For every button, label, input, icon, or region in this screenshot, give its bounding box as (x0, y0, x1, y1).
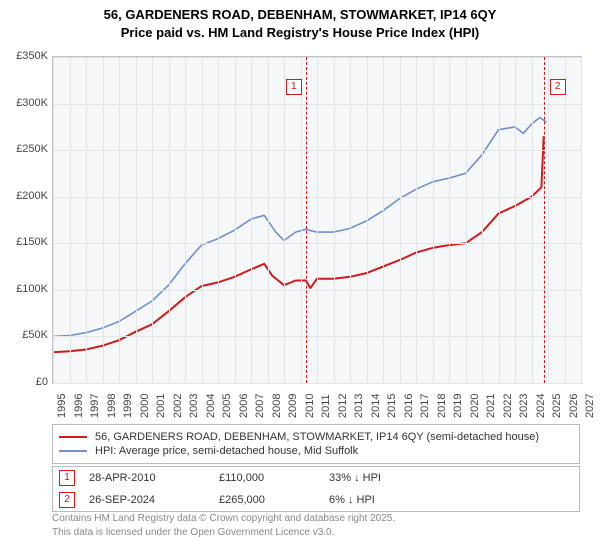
legend-box: 56, GARDENERS ROAD, DEBENHAM, STOWMARKET… (52, 424, 580, 464)
x-tick-label: 2011 (320, 394, 332, 418)
x-tick-label: 2020 (469, 394, 481, 418)
footer-line2: This data is licensed under the Open Gov… (52, 527, 334, 538)
sale-vs-hpi: 33% ↓ HPI (329, 472, 439, 484)
x-tick-label: 2009 (287, 394, 299, 418)
chart-title: 56, GARDENERS ROAD, DEBENHAM, STOWMARKET… (0, 0, 600, 41)
x-tick-label: 2004 (205, 394, 217, 418)
y-tick-label: £150K (2, 236, 48, 248)
x-tick-label: 1999 (122, 394, 134, 418)
marker-badge: 2 (59, 492, 75, 508)
y-tick-label: £100K (2, 283, 48, 295)
x-tick-label: 2019 (452, 394, 464, 418)
x-tick-label: 2003 (188, 394, 200, 418)
x-tick-label: 2008 (271, 394, 283, 418)
title-line2: Price paid vs. HM Land Registry's House … (121, 25, 480, 40)
x-tick-label: 2001 (155, 394, 167, 418)
title-line1: 56, GARDENERS ROAD, DEBENHAM, STOWMARKET… (104, 7, 497, 22)
footer: Contains HM Land Registry data © Crown c… (52, 512, 395, 539)
x-tick-label: 1997 (89, 394, 101, 418)
table-row: 2 26-SEP-2024 £265,000 6% ↓ HPI (53, 489, 579, 511)
sale-price: £110,000 (219, 472, 329, 484)
plot-area: 12 (52, 56, 582, 384)
x-tick-label: 2015 (386, 394, 398, 418)
x-tick-label: 2014 (370, 394, 382, 418)
x-tick-label: 1995 (56, 394, 68, 418)
sale-price: £265,000 (219, 494, 329, 506)
x-tick-label: 2027 (584, 394, 596, 418)
y-tick-label: £200K (2, 190, 48, 202)
x-tick-label: 2012 (337, 394, 349, 418)
sale-marker: 1 (286, 79, 302, 95)
x-tick-label: 2017 (419, 394, 431, 418)
legend-swatch-hpi (59, 450, 87, 452)
x-tick-label: 2021 (485, 394, 497, 418)
legend-row-price: 56, GARDENERS ROAD, DEBENHAM, STOWMARKET… (59, 431, 573, 443)
x-tick-label: 2025 (551, 394, 563, 418)
x-tick-label: 2024 (535, 394, 547, 418)
sale-date: 26-SEP-2024 (89, 494, 219, 506)
sale-vs-hpi: 6% ↓ HPI (329, 494, 439, 506)
x-tick-label: 2002 (172, 394, 184, 418)
legend-row-hpi: HPI: Average price, semi-detached house,… (59, 445, 573, 457)
y-tick-label: £50K (2, 329, 48, 341)
x-tick-label: 1996 (73, 394, 85, 418)
x-tick-label: 2016 (403, 394, 415, 418)
legend-label-hpi: HPI: Average price, semi-detached house,… (95, 445, 358, 457)
y-tick-label: £0 (2, 376, 48, 388)
x-tick-label: 2023 (518, 394, 530, 418)
x-tick-label: 2007 (254, 394, 266, 418)
y-tick-label: £300K (2, 97, 48, 109)
x-tick-label: 2018 (436, 394, 448, 418)
sales-table: 1 28-APR-2010 £110,000 33% ↓ HPI 2 26-SE… (52, 466, 580, 512)
sale-date: 28-APR-2010 (89, 472, 219, 484)
sale-marker: 2 (550, 79, 566, 95)
x-tick-label: 2005 (221, 394, 233, 418)
legend-swatch-price (59, 436, 87, 438)
legend-label-price: 56, GARDENERS ROAD, DEBENHAM, STOWMARKET… (95, 431, 539, 443)
y-tick-label: £250K (2, 143, 48, 155)
x-tick-label: 2022 (502, 394, 514, 418)
x-tick-label: 2000 (139, 394, 151, 418)
y-tick-label: £350K (2, 50, 48, 62)
marker-badge: 1 (59, 470, 75, 486)
footer-line1: Contains HM Land Registry data © Crown c… (52, 513, 395, 524)
table-row: 1 28-APR-2010 £110,000 33% ↓ HPI (53, 467, 579, 489)
x-tick-label: 2026 (568, 394, 580, 418)
x-tick-label: 2006 (238, 394, 250, 418)
x-tick-label: 2013 (353, 394, 365, 418)
x-tick-label: 2010 (304, 394, 316, 418)
x-tick-label: 1998 (106, 394, 118, 418)
